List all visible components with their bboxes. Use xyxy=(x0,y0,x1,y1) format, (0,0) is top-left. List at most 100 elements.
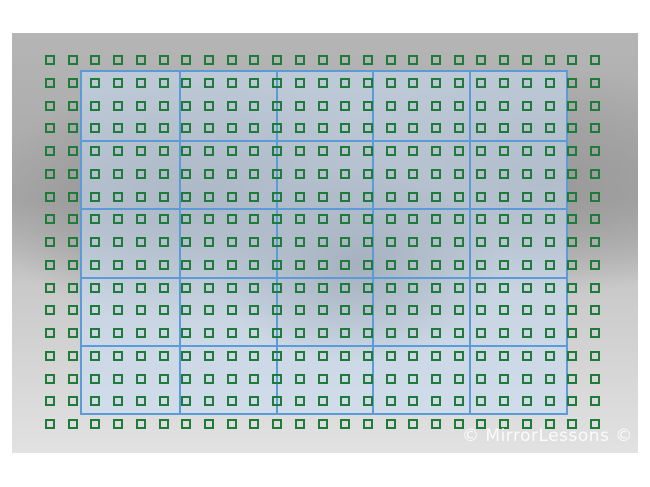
af-point xyxy=(181,237,192,247)
af-point xyxy=(203,100,214,111)
af-point xyxy=(362,396,373,407)
af-point xyxy=(181,146,192,156)
af-point xyxy=(45,55,55,65)
af-point xyxy=(181,191,192,202)
af-point xyxy=(431,396,442,407)
af-point xyxy=(67,259,78,270)
af-point xyxy=(385,100,396,111)
af-point xyxy=(362,168,373,179)
af-point xyxy=(45,259,55,270)
af-point xyxy=(158,123,169,134)
af-point xyxy=(317,419,328,429)
af-point xyxy=(453,55,464,65)
af-point xyxy=(158,396,169,407)
af-point xyxy=(408,237,419,247)
af-point xyxy=(340,373,351,384)
af-point xyxy=(408,146,419,156)
af-point xyxy=(226,146,237,156)
af-point xyxy=(113,237,124,247)
af-point xyxy=(567,100,578,111)
af-point xyxy=(67,237,78,247)
af-point xyxy=(362,237,373,247)
af-point xyxy=(90,373,101,384)
af-point xyxy=(158,282,169,293)
af-point xyxy=(453,282,464,293)
af-point xyxy=(567,396,578,407)
af-point xyxy=(453,396,464,407)
af-point xyxy=(567,305,578,316)
af-point xyxy=(317,305,328,316)
af-point xyxy=(521,214,532,225)
af-point xyxy=(113,146,124,156)
af-point xyxy=(521,146,532,156)
af-point xyxy=(90,146,101,156)
af-point xyxy=(431,305,442,316)
af-point xyxy=(203,396,214,407)
af-point xyxy=(90,55,101,65)
af-point xyxy=(521,191,532,202)
af-point xyxy=(272,55,283,65)
af-point xyxy=(340,77,351,88)
af-point xyxy=(408,191,419,202)
zone-divider-horizontal xyxy=(82,276,566,279)
af-point xyxy=(45,350,55,361)
af-point xyxy=(226,191,237,202)
af-point xyxy=(90,282,101,293)
af-point xyxy=(67,77,78,88)
af-point xyxy=(431,373,442,384)
af-point xyxy=(340,214,351,225)
af-point xyxy=(203,373,214,384)
af-point xyxy=(272,77,283,88)
af-point xyxy=(453,419,464,429)
af-point xyxy=(408,282,419,293)
af-point xyxy=(135,282,146,293)
af-point xyxy=(317,191,328,202)
af-point xyxy=(362,55,373,65)
af-point xyxy=(362,305,373,316)
af-point xyxy=(385,191,396,202)
af-point xyxy=(590,123,600,134)
af-point xyxy=(385,396,396,407)
af-point xyxy=(226,373,237,384)
af-point xyxy=(317,77,328,88)
af-point xyxy=(135,100,146,111)
af-point xyxy=(340,237,351,247)
af-point xyxy=(544,100,555,111)
af-point xyxy=(67,373,78,384)
af-point xyxy=(181,419,192,429)
af-point xyxy=(90,237,101,247)
af-point xyxy=(226,328,237,338)
af-point xyxy=(476,396,487,407)
af-point xyxy=(544,419,555,429)
af-point xyxy=(499,168,510,179)
af-point xyxy=(90,214,101,225)
af-point xyxy=(272,305,283,316)
af-point xyxy=(113,328,124,338)
af-point xyxy=(158,100,169,111)
af-point xyxy=(544,237,555,247)
af-point xyxy=(590,55,600,65)
af-point xyxy=(67,191,78,202)
af-point xyxy=(226,259,237,270)
af-point xyxy=(45,396,55,407)
af-point xyxy=(90,168,101,179)
af-point xyxy=(544,259,555,270)
af-point xyxy=(408,214,419,225)
af-point xyxy=(340,328,351,338)
af-point xyxy=(476,305,487,316)
af-point xyxy=(249,100,260,111)
af-point xyxy=(340,168,351,179)
af-point xyxy=(249,55,260,65)
af-point xyxy=(499,77,510,88)
af-point xyxy=(317,373,328,384)
af-point xyxy=(90,123,101,134)
af-point xyxy=(567,55,578,65)
af-point xyxy=(567,328,578,338)
af-point xyxy=(45,191,55,202)
af-point xyxy=(408,168,419,179)
af-point xyxy=(181,77,192,88)
af-point xyxy=(272,373,283,384)
af-point xyxy=(272,328,283,338)
af-point xyxy=(203,146,214,156)
af-point xyxy=(431,237,442,247)
